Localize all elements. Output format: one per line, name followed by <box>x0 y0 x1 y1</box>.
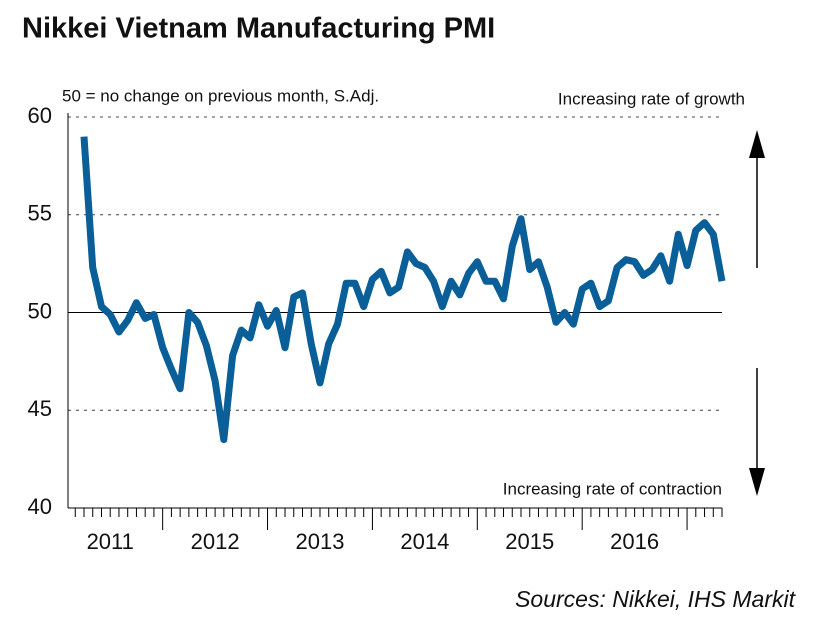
growth-annotation: Increasing rate of growth <box>558 89 745 108</box>
y-tick-label: 50 <box>28 298 52 323</box>
y-tick-label: 45 <box>28 396 52 421</box>
y-tick-label: 40 <box>28 494 52 519</box>
y-tick-label: 55 <box>28 201 52 226</box>
chart-title: Nikkei Vietnam Manufacturing PMI <box>22 13 495 45</box>
source: Sources: Nikkei, IHS Markit <box>515 586 797 612</box>
contraction-annotation: Increasing rate of contraction <box>503 479 722 498</box>
arrow-up <box>749 130 765 268</box>
y-tick-label: 60 <box>28 103 52 128</box>
x-tick-label: 2014 <box>400 529 449 554</box>
data-line <box>80 136 726 444</box>
x-tick-label: 2015 <box>505 529 554 554</box>
x-tick-label: 2016 <box>610 529 659 554</box>
arrow-down <box>749 368 765 496</box>
x-tick-label: 2012 <box>191 529 240 554</box>
x-tick-label: 2011 <box>87 529 134 554</box>
note: 50 = no change on previous month, S.Adj. <box>62 86 379 105</box>
x-tick-label: 2013 <box>296 529 345 554</box>
